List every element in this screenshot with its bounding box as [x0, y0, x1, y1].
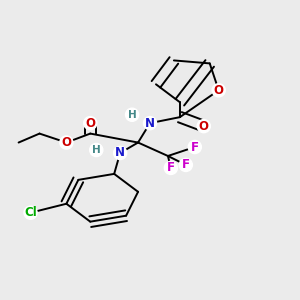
Circle shape: [84, 117, 97, 130]
Text: F: F: [191, 140, 199, 154]
Text: N: N: [145, 117, 155, 130]
Text: Cl: Cl: [24, 206, 37, 219]
Circle shape: [179, 158, 192, 172]
Text: H: H: [92, 145, 100, 155]
Text: F: F: [182, 158, 190, 171]
Circle shape: [125, 108, 139, 121]
Text: H: H: [128, 110, 136, 120]
Circle shape: [197, 119, 210, 133]
Text: O: O: [199, 120, 209, 133]
Circle shape: [143, 117, 157, 130]
Text: O: O: [85, 117, 95, 130]
Circle shape: [164, 161, 178, 175]
Circle shape: [24, 206, 37, 219]
Circle shape: [90, 143, 103, 157]
Circle shape: [60, 136, 73, 149]
Text: O: O: [61, 136, 71, 149]
Circle shape: [114, 146, 127, 160]
Text: F: F: [167, 161, 175, 174]
Circle shape: [212, 84, 225, 97]
Circle shape: [188, 140, 201, 154]
Text: O: O: [214, 84, 224, 97]
Text: N: N: [115, 146, 125, 160]
